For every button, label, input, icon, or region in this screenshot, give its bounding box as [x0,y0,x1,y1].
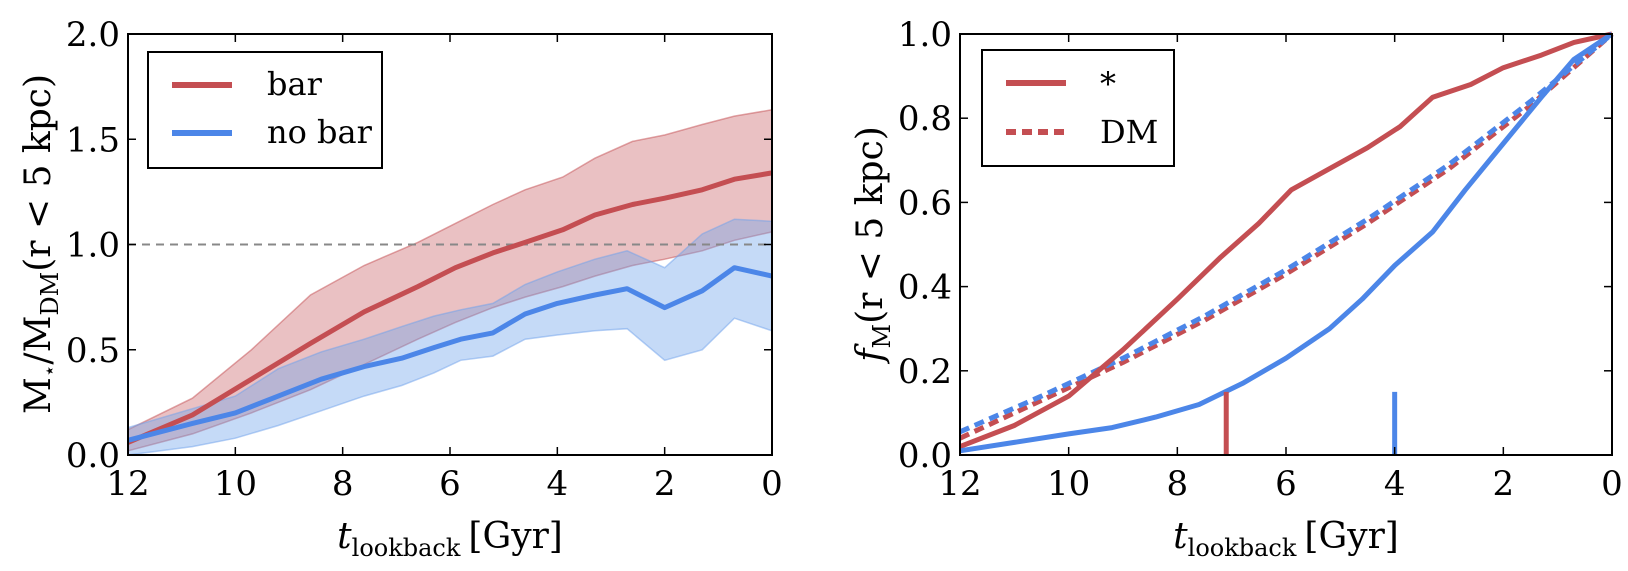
left-y-axis-label: M⋆/MDM(r < 5 kpc) [18,74,64,414]
x-tick-label: 4 [547,464,569,504]
left-panel: 12 10 8 6 4 2 0 0.0 0.5 1.0 1.5 2.0 bar no bar tloo… [18,15,783,562]
series-line-nobar-DM [958,32,1614,435]
x-tick-label: 0 [1601,464,1623,504]
right-plot-area [958,31,1614,455]
right-panel: 12 10 8 6 4 2 0 0.0 0.2 0.4 0.6 0.8 1.0 * DM tlookba… [850,15,1623,562]
y-tick-label: 0.5 [66,331,120,371]
series-line-bar [127,170,773,445]
left-x-axis-label: tlookback [Gyr] [337,516,563,562]
x-tick-label: 6 [1275,464,1297,504]
x-tick-label: 8 [332,464,354,504]
y-tick-label: 1.5 [66,120,120,160]
left-legend-box [147,51,383,169]
x-tick-label: 6 [439,464,461,504]
x-tick-label: 2 [654,464,676,504]
x-tick-label: 12 [938,464,981,504]
left-plot-area [127,108,773,456]
left-ticks: 12 10 8 6 4 2 0 0.0 0.5 1.0 1.5 2.0 [66,15,783,504]
y-tick-label: 0.6 [898,183,952,223]
legend-label-nobar: no bar [267,113,373,151]
y-tick-label: 0.0 [898,436,952,476]
right-y-axis-label: fM(r < 5 kpc) [850,126,896,365]
legend-label-bar: bar [267,65,323,103]
x-tick-label: 8 [1167,464,1189,504]
y-tick-label: 1.0 [66,226,120,266]
y-tick-label: 2.0 [66,15,120,55]
series-line-nobar [127,265,773,443]
series-line-bar-stars [959,31,1613,449]
y-tick-label: 0.2 [898,352,952,392]
legend-label-stars: * [1100,65,1116,103]
right-x-axis-label: tlookback [Gyr] [1173,516,1399,562]
x-tick-label: 10 [214,464,257,504]
x-tick-label: 4 [1384,464,1406,504]
right-ticks: 12 10 8 6 4 2 0 0.0 0.2 0.4 0.6 0.8 1.0 [898,15,1623,504]
legend-label-dm: DM [1100,113,1158,151]
right-legend: * DM [981,49,1175,167]
right-legend-box [981,49,1175,167]
x-tick-label: 0 [761,464,783,504]
left-legend: bar no bar [147,51,383,169]
series-line-bar-DM [958,32,1614,441]
x-tick-label: 10 [1047,464,1090,504]
series-line-nobar-stars [959,31,1614,454]
y-tick-label: 0.0 [66,436,120,476]
y-tick-label: 1.0 [898,15,952,55]
y-tick-label: 0.4 [898,268,952,308]
x-tick-label: 12 [106,464,149,504]
y-tick-label: 0.8 [898,99,952,139]
x-tick-label: 2 [1493,464,1515,504]
